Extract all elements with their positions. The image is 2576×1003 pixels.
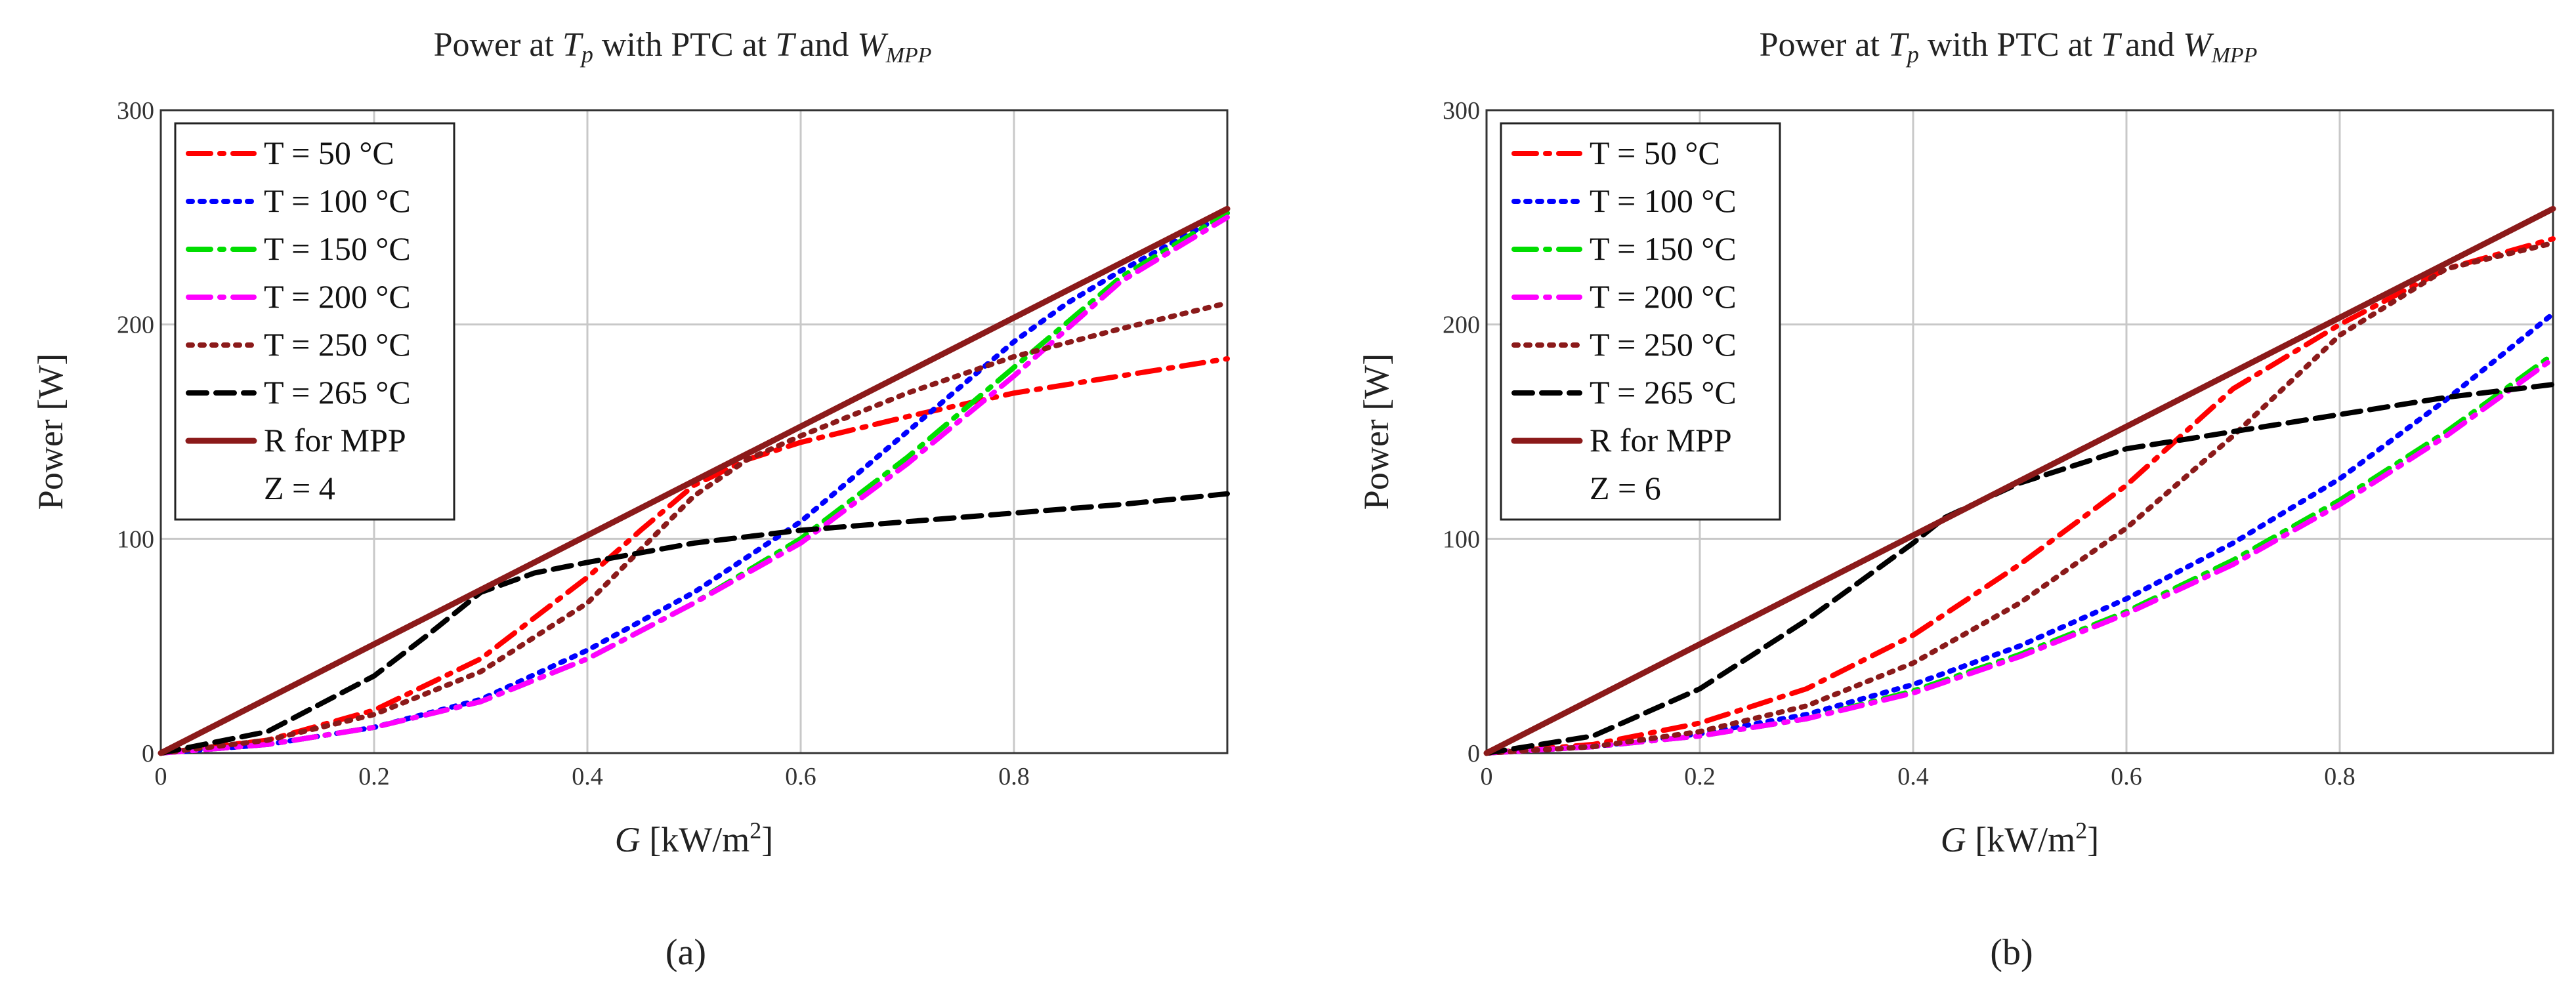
title-text-pre: Power at [434, 26, 562, 64]
series-line-4 [1484, 240, 2556, 756]
title-sub-mpp: MPP [885, 43, 932, 68]
legend-label: T = 200 °C [1590, 278, 1737, 315]
panel-caption: (b) [1990, 932, 2033, 973]
x-tick-label: 0 [1481, 763, 1493, 790]
plot-frame [159, 109, 1229, 754]
x-label-sup: 2 [750, 817, 761, 844]
legend-label: T = 200 °C [264, 278, 411, 315]
title-var-w: W [2183, 26, 2214, 64]
x-tick-label: 0.4 [572, 763, 603, 790]
x-label-unit: [kW/m [641, 820, 750, 859]
y-tick-label: 100 [117, 525, 154, 553]
legend-label: T = 250 °C [1590, 326, 1737, 363]
title-var-t2: T [775, 26, 796, 64]
legend-label: T = 50 °C [264, 134, 394, 171]
legend-label: T = 150 °C [264, 230, 411, 267]
title-var-t: T [562, 26, 583, 64]
series-line-0 [1484, 236, 2556, 756]
y-tick-label: 300 [1443, 97, 1480, 125]
x-tick-label: 0.2 [358, 763, 390, 790]
x-label-sup: 2 [2075, 817, 2087, 844]
legend-label: T = 100 °C [1590, 182, 1737, 219]
title-sub-p: p [580, 41, 593, 68]
y-axis-label: Power [W] [1357, 354, 1396, 510]
series-line-1 [158, 210, 1230, 756]
y-tick-label: 200 [117, 312, 154, 339]
x-tick-label: 0.6 [785, 763, 816, 790]
series-line-0 [158, 356, 1230, 756]
title-text-and: and [799, 26, 857, 64]
y-tick-label: 300 [117, 97, 154, 125]
title-var-w: W [857, 26, 889, 64]
legend-label: T = 250 °C [264, 326, 411, 363]
x-label-var: G [1941, 820, 1966, 859]
legend-box [174, 122, 455, 521]
title-text-mid: with PTC at [593, 26, 775, 64]
title-sub-mpp: MPP [2211, 43, 2258, 68]
title-text-and: and [2125, 26, 2183, 64]
legend-label: T = 265 °C [264, 374, 411, 411]
plot-frame [1485, 109, 2554, 754]
title-text-mid: with PTC at [1919, 26, 2101, 64]
series-line-4 [158, 300, 1230, 756]
y-tick-label: 200 [1443, 312, 1480, 339]
legend-z-label: Z = 4 [264, 470, 335, 506]
panel-caption: (a) [665, 932, 706, 973]
x-tick-label: 0.4 [1897, 763, 1929, 790]
legend-label: T = 150 °C [1590, 230, 1737, 267]
title-var-t: T [1888, 26, 1909, 64]
legend-box [1500, 122, 1781, 521]
x-label-close: ] [761, 820, 773, 859]
x-tick-label: 0.8 [998, 763, 1030, 790]
x-tick-label: 0.2 [1684, 763, 1716, 790]
x-label-var: G [615, 820, 641, 859]
y-axis-label: Power [W] [31, 354, 70, 510]
legend-label: T = 100 °C [264, 182, 411, 219]
x-tick-label: 0.6 [2111, 763, 2142, 790]
legend-label: R for MPP [264, 422, 406, 459]
series-line-6 [1483, 205, 2556, 756]
y-tick-label: 0 [1467, 740, 1480, 768]
legend-label: T = 265 °C [1590, 374, 1737, 411]
y-tick-label: 100 [1443, 525, 1480, 553]
x-label-unit: [kW/m [1966, 820, 2075, 859]
x-tick-label: 0 [155, 763, 167, 790]
series-line-6 [158, 205, 1231, 756]
legend-z-label: Z = 6 [1590, 470, 1661, 506]
y-tick-label: 0 [142, 740, 154, 768]
legend-label: R for MPP [1590, 422, 1732, 459]
series-line-3 [1484, 356, 2556, 756]
title-sub-p: p [1905, 41, 1919, 68]
legend-label: T = 50 °C [1590, 134, 1720, 171]
x-axis-label: G [kW/m2] [615, 817, 773, 859]
series-line-3 [158, 215, 1230, 756]
title-var-t2: T [2101, 26, 2122, 64]
title-text-pre: Power at [1760, 26, 1888, 64]
series-line-5 [158, 491, 1230, 756]
x-label-close: ] [2087, 820, 2099, 859]
x-tick-label: 0.8 [2324, 763, 2355, 790]
x-axis-label: G [kW/m2] [1941, 817, 2099, 859]
